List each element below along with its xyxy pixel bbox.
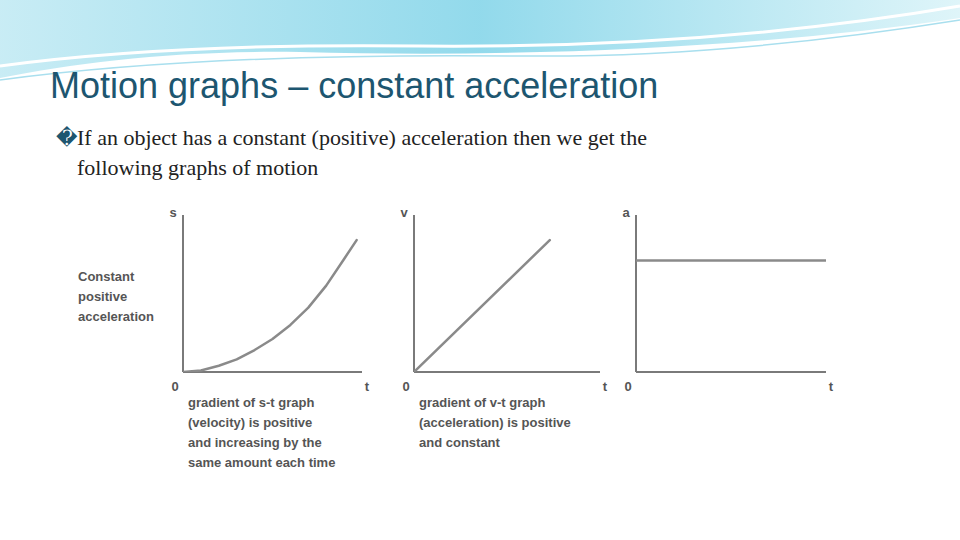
chart: s t 0 Constant positive acceleration gradient … [78, 205, 370, 470]
x-axis-label: t [603, 379, 608, 394]
plot-area [636, 260, 826, 261]
bullet-glyph: � [56, 125, 78, 150]
y-axis-label: s [169, 205, 176, 220]
chart: v t 0 gradient of v-t graph (acceleration) i… [400, 205, 607, 450]
caption: and constant [419, 435, 501, 450]
y-axis [635, 215, 637, 372]
data-line [414, 240, 550, 372]
y-axis [182, 215, 184, 372]
x-axis-label: t [365, 379, 370, 394]
annotation: acceleration [78, 309, 154, 324]
x-tick-label: 0 [402, 379, 409, 394]
x-axis [414, 371, 600, 373]
slide-title: Motion graphs – constant acceleration [50, 65, 658, 106]
annotation: positive [78, 289, 127, 304]
caption: and increasing by the [188, 435, 322, 450]
bullet-text: If an object has a constant (positive) a… [77, 125, 647, 150]
y-axis [413, 215, 415, 372]
bullet-text: following graphs of motion [77, 155, 318, 180]
x-tick-label: 0 [624, 379, 631, 394]
x-axis [183, 371, 362, 373]
annotation: Constant [78, 269, 135, 284]
caption: (velocity) is positive [188, 415, 312, 430]
y-axis-label: v [400, 205, 408, 220]
x-axis [636, 371, 826, 373]
plot-area [414, 240, 550, 372]
slide-canvas: Motion graphs – constant acceleration �If… [0, 0, 960, 540]
data-line [183, 240, 357, 372]
x-tick-label: 0 [171, 379, 178, 394]
data-line [636, 259, 826, 262]
chart: a t 0 [622, 205, 833, 394]
caption: same amount each time [188, 455, 335, 470]
x-axis-label: t [829, 379, 834, 394]
caption: (acceleration) is positive [419, 415, 571, 430]
slide: Motion graphs – constant acceleration �If… [0, 0, 960, 540]
y-axis-label: a [622, 205, 630, 220]
caption: gradient of v-t graph [419, 395, 545, 410]
plot-area [183, 240, 357, 372]
header-wave-line [0, 6, 960, 66]
caption: gradient of s-t graph [188, 395, 314, 410]
